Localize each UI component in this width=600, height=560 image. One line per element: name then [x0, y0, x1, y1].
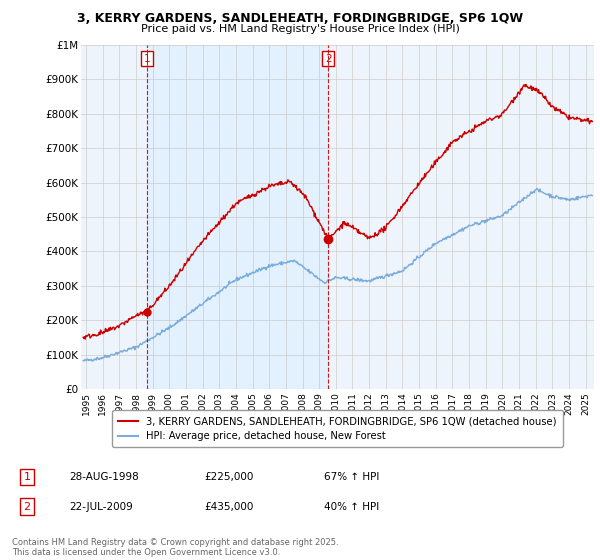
Text: Contains HM Land Registry data © Crown copyright and database right 2025.
This d: Contains HM Land Registry data © Crown c…	[12, 538, 338, 557]
Legend: 3, KERRY GARDENS, SANDLEHEATH, FORDINGBRIDGE, SP6 1QW (detached house), HPI: Ave: 3, KERRY GARDENS, SANDLEHEATH, FORDINGBR…	[112, 410, 563, 447]
Text: £225,000: £225,000	[204, 472, 253, 482]
Text: 22-JUL-2009: 22-JUL-2009	[69, 502, 133, 512]
Text: 1: 1	[23, 472, 31, 482]
Text: £435,000: £435,000	[204, 502, 253, 512]
Text: Price paid vs. HM Land Registry's House Price Index (HPI): Price paid vs. HM Land Registry's House …	[140, 24, 460, 34]
Text: 2: 2	[325, 54, 332, 64]
Text: 40% ↑ HPI: 40% ↑ HPI	[324, 502, 379, 512]
Bar	[147, 45, 328, 389]
Text: 3, KERRY GARDENS, SANDLEHEATH, FORDINGBRIDGE, SP6 1QW: 3, KERRY GARDENS, SANDLEHEATH, FORDINGBR…	[77, 12, 523, 25]
Text: 67% ↑ HPI: 67% ↑ HPI	[324, 472, 379, 482]
Text: 2: 2	[23, 502, 31, 512]
Text: 28-AUG-1998: 28-AUG-1998	[69, 472, 139, 482]
Text: 1: 1	[143, 54, 150, 64]
